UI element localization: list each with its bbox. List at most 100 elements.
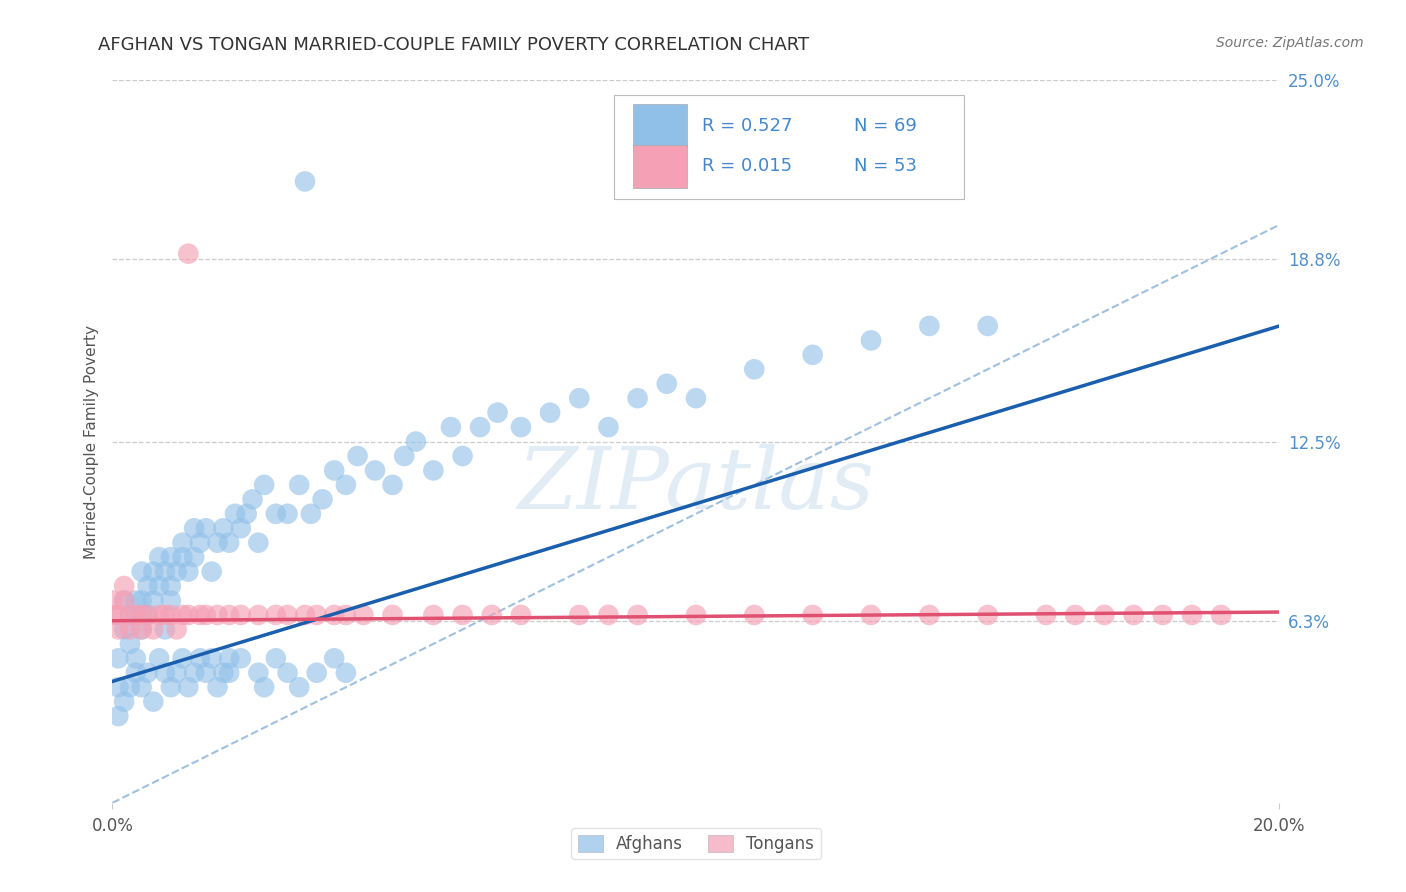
Point (364, 463, 387, 477)
Point (125, 607, 148, 622)
Point (112, 579, 135, 593)
Point (247, 665, 270, 680)
Point (183, 665, 205, 680)
Point (311, 492, 333, 507)
Text: ZIPatlas: ZIPatlas (517, 443, 875, 526)
Point (598, 420, 620, 434)
FancyBboxPatch shape (633, 145, 686, 187)
Point (107, 680, 129, 694)
Point (107, 607, 129, 622)
Point (207, 607, 229, 622)
Point (224, 507, 246, 521)
Point (305, 665, 328, 680)
Point (509, 607, 531, 622)
Point (118, 607, 141, 622)
Point (346, 449, 368, 463)
Point (131, 680, 153, 694)
Point (801, 348, 824, 362)
Point (201, 565, 224, 579)
Point (294, 607, 316, 622)
Point (860, 334, 883, 348)
Point (118, 637, 141, 651)
Point (218, 535, 240, 549)
Point (172, 550, 194, 565)
Point (125, 593, 148, 607)
Point (294, 174, 316, 188)
Point (405, 434, 427, 449)
Point (107, 651, 129, 665)
Text: N = 69: N = 69 (853, 117, 917, 135)
Legend: Afghans, Tongans: Afghans, Tongans (571, 828, 821, 860)
Point (142, 593, 165, 607)
Point (148, 550, 170, 565)
Point (148, 651, 170, 665)
Point (160, 579, 183, 593)
Point (451, 607, 474, 622)
Point (131, 623, 153, 637)
Point (242, 492, 264, 507)
Point (153, 565, 176, 579)
FancyBboxPatch shape (633, 104, 686, 147)
Point (142, 565, 165, 579)
Point (742, 607, 765, 622)
Point (253, 478, 276, 492)
Point (177, 680, 200, 694)
Point (323, 651, 346, 665)
Point (976, 318, 998, 333)
Point (1094, 607, 1116, 622)
Point (264, 607, 287, 622)
Point (276, 607, 298, 622)
FancyBboxPatch shape (614, 95, 965, 200)
Point (288, 680, 311, 694)
Point (247, 607, 270, 622)
Point (107, 709, 129, 723)
Point (335, 665, 357, 680)
Point (253, 680, 276, 694)
Point (860, 607, 883, 622)
Point (148, 579, 170, 593)
Point (323, 463, 346, 477)
Point (125, 651, 148, 665)
Point (288, 478, 311, 492)
Point (160, 593, 183, 607)
Point (305, 607, 328, 622)
Point (136, 579, 159, 593)
Point (918, 607, 941, 622)
Point (655, 376, 678, 391)
Point (323, 607, 346, 622)
Point (685, 607, 707, 622)
Point (207, 680, 229, 694)
Text: N = 53: N = 53 (853, 157, 917, 175)
Point (172, 607, 194, 622)
Point (468, 420, 491, 434)
Point (381, 478, 404, 492)
Point (229, 651, 252, 665)
Point (486, 406, 509, 420)
Point (247, 535, 270, 549)
Point (118, 623, 141, 637)
Point (685, 391, 707, 405)
Point (183, 550, 205, 565)
Point (177, 565, 200, 579)
Point (229, 521, 252, 535)
Text: Source: ZipAtlas.com: Source: ZipAtlas.com (1216, 36, 1364, 50)
Point (1064, 607, 1087, 622)
Point (118, 680, 141, 694)
Point (276, 665, 298, 680)
Point (112, 593, 135, 607)
Point (218, 651, 240, 665)
Point (918, 318, 941, 333)
Point (264, 651, 287, 665)
Point (153, 665, 176, 680)
Point (218, 665, 240, 680)
Point (627, 391, 650, 405)
Point (101, 607, 124, 622)
Point (188, 535, 211, 549)
Point (148, 607, 170, 622)
Point (440, 420, 463, 434)
Point (976, 607, 998, 622)
Point (166, 623, 188, 637)
Point (112, 695, 135, 709)
Point (394, 449, 416, 463)
Point (335, 478, 357, 492)
